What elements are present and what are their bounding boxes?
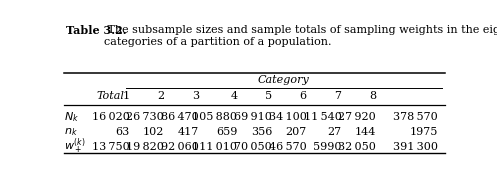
Text: 27 920: 27 920 [338,112,376,122]
Text: 27: 27 [327,127,341,137]
Text: 102: 102 [143,127,164,137]
Text: 111 010: 111 010 [192,142,238,152]
Text: 4: 4 [230,91,238,101]
Text: 70 050: 70 050 [234,142,272,152]
Text: 391 300: 391 300 [393,142,438,152]
Text: 6: 6 [300,91,307,101]
Text: 16 020: 16 020 [91,112,130,122]
Text: 19 820: 19 820 [126,142,164,152]
Text: 34 100: 34 100 [269,112,307,122]
Text: 5990: 5990 [313,142,341,152]
Text: Table 3.2.: Table 3.2. [66,25,127,36]
Text: 26 730: 26 730 [126,112,164,122]
Text: 378 570: 378 570 [393,112,438,122]
Text: 32 050: 32 050 [338,142,376,152]
Text: 3: 3 [192,91,199,101]
Text: 659: 659 [216,127,238,137]
Text: The subsample sizes and sample totals of sampling weights in the eight
categorie: The subsample sizes and sample totals of… [104,25,497,47]
Text: 13 750: 13 750 [92,142,130,152]
Text: 63: 63 [115,127,130,137]
Text: 8: 8 [369,91,376,101]
Text: Category: Category [258,75,310,85]
Text: 92 060: 92 060 [161,142,199,152]
Text: $N_k$: $N_k$ [64,110,79,124]
Text: 2: 2 [157,91,164,101]
Text: 356: 356 [250,127,272,137]
Text: 144: 144 [355,127,376,137]
Text: 7: 7 [334,91,341,101]
Text: 5: 5 [265,91,272,101]
Text: 86 470: 86 470 [161,112,199,122]
Text: 11 540: 11 540 [304,112,341,122]
Text: Total: Total [97,91,125,101]
Text: 69 910: 69 910 [234,112,272,122]
Text: $w_+^{(k)}$: $w_+^{(k)}$ [64,137,85,157]
Text: 1: 1 [122,91,130,101]
Text: 1975: 1975 [410,127,438,137]
Text: 207: 207 [285,127,307,137]
Text: 105 880: 105 880 [192,112,238,122]
Text: 417: 417 [177,127,199,137]
Text: 46 570: 46 570 [269,142,307,152]
Text: $n_k$: $n_k$ [64,126,78,138]
